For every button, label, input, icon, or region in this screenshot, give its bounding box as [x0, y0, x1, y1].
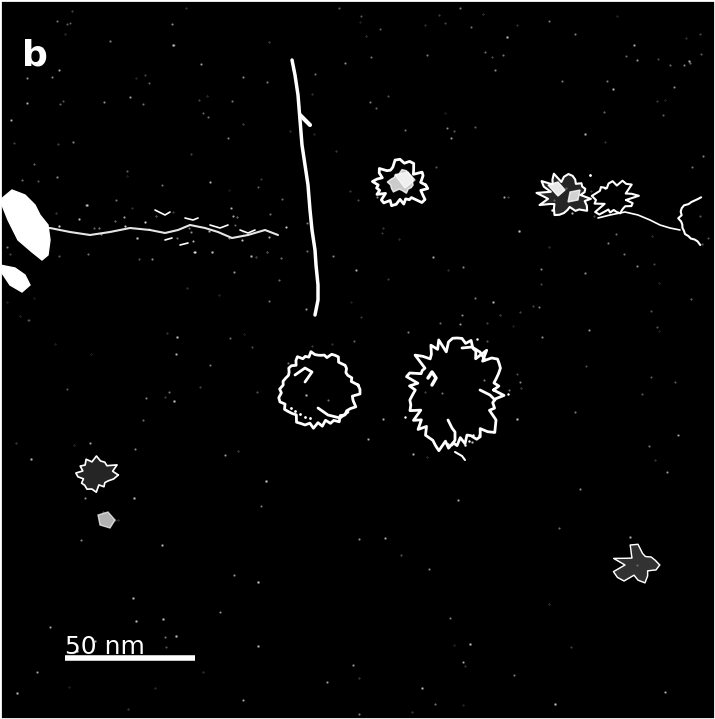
Polygon shape: [98, 512, 115, 528]
Polygon shape: [536, 174, 591, 215]
Polygon shape: [395, 172, 415, 188]
Text: 50 nm: 50 nm: [65, 635, 145, 659]
Polygon shape: [548, 182, 565, 196]
Polygon shape: [0, 190, 50, 260]
Polygon shape: [76, 456, 118, 493]
Polygon shape: [613, 544, 660, 583]
Polygon shape: [568, 190, 580, 202]
Polygon shape: [388, 170, 413, 193]
Text: b: b: [22, 38, 48, 72]
Polygon shape: [0, 265, 30, 292]
